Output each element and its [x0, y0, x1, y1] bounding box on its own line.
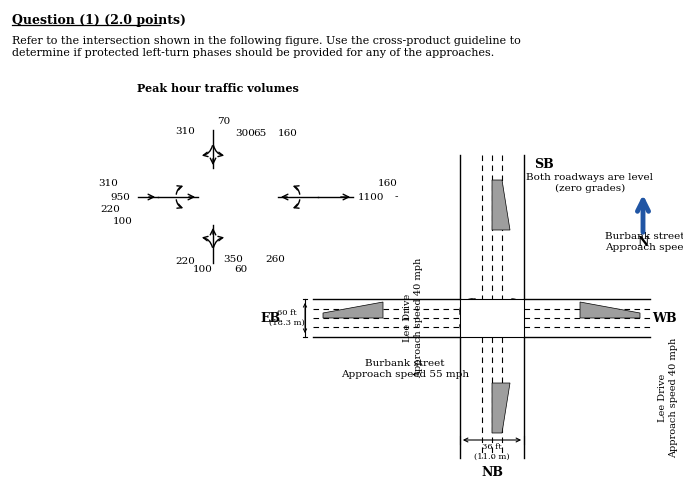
Text: 70: 70	[217, 117, 230, 127]
Text: Refer to the intersection shown in the following figure. Use the cross-product g: Refer to the intersection shown in the f…	[12, 36, 520, 58]
Text: 160: 160	[378, 179, 398, 188]
Text: 310: 310	[98, 179, 118, 188]
Polygon shape	[323, 302, 383, 318]
Text: Peak hour traffic volumes: Peak hour traffic volumes	[137, 83, 299, 94]
Text: 310: 310	[175, 128, 195, 137]
Text: 1100: 1100	[358, 192, 385, 201]
Text: Question (1) (2.0 points): Question (1) (2.0 points)	[12, 14, 186, 27]
Text: 36 ft
(11.0 m): 36 ft (11.0 m)	[474, 443, 510, 461]
Text: Lee Drive
Approach speed 40 mph: Lee Drive Approach speed 40 mph	[403, 258, 423, 378]
Bar	[460, 299, 524, 337]
Text: 60 ft
(18.3 m): 60 ft (18.3 m)	[269, 310, 305, 327]
Polygon shape	[492, 180, 510, 230]
Text: 300: 300	[235, 130, 255, 139]
Text: 100: 100	[193, 264, 213, 273]
Text: 350: 350	[223, 254, 243, 263]
Text: 100: 100	[113, 217, 133, 226]
Text: 60: 60	[234, 264, 248, 273]
Text: -: -	[394, 192, 398, 201]
Text: 220: 220	[100, 205, 120, 215]
Text: Lee Drive
Approach speed 40 mph: Lee Drive Approach speed 40 mph	[658, 337, 678, 458]
Text: EB: EB	[260, 312, 280, 325]
Text: Both roadways are level
(zero grades): Both roadways are level (zero grades)	[527, 173, 654, 193]
Text: 260: 260	[265, 254, 285, 263]
Text: NB: NB	[481, 466, 503, 479]
Text: 950: 950	[110, 192, 130, 201]
Text: 220: 220	[175, 256, 195, 265]
Text: 160: 160	[278, 130, 298, 139]
Text: N: N	[637, 237, 649, 249]
Text: Burbank street
Approach speed 55 mph: Burbank street Approach speed 55 mph	[341, 359, 469, 379]
Text: WB: WB	[652, 312, 676, 325]
Text: Burbank street
Approach speed 55 mph: Burbank street Approach speed 55 mph	[605, 232, 683, 251]
Polygon shape	[580, 302, 640, 318]
Text: 65: 65	[253, 130, 266, 139]
Text: SB: SB	[534, 159, 554, 171]
Polygon shape	[492, 383, 510, 433]
